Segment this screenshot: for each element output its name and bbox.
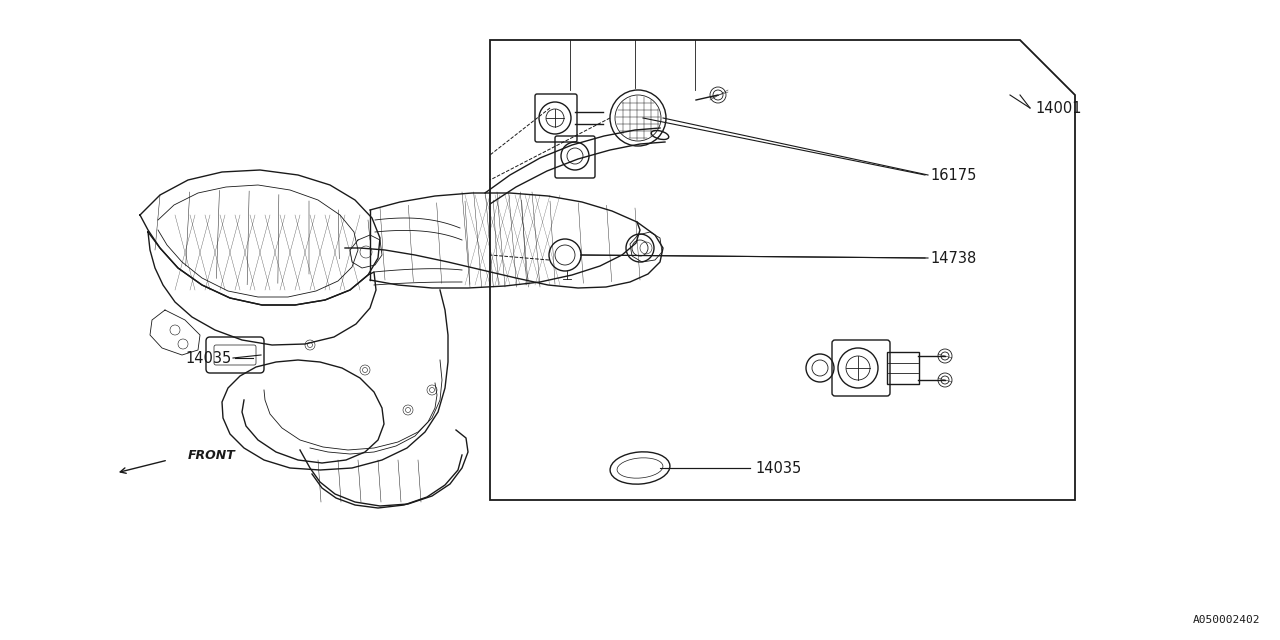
Text: 14001: 14001 xyxy=(1036,100,1082,115)
Text: 14035: 14035 xyxy=(755,461,801,476)
Text: 16175: 16175 xyxy=(931,168,977,182)
Text: FRONT: FRONT xyxy=(188,449,236,461)
Text: 14035: 14035 xyxy=(186,351,232,365)
Text: 14738: 14738 xyxy=(931,250,977,266)
Text: A050002402: A050002402 xyxy=(1193,615,1260,625)
